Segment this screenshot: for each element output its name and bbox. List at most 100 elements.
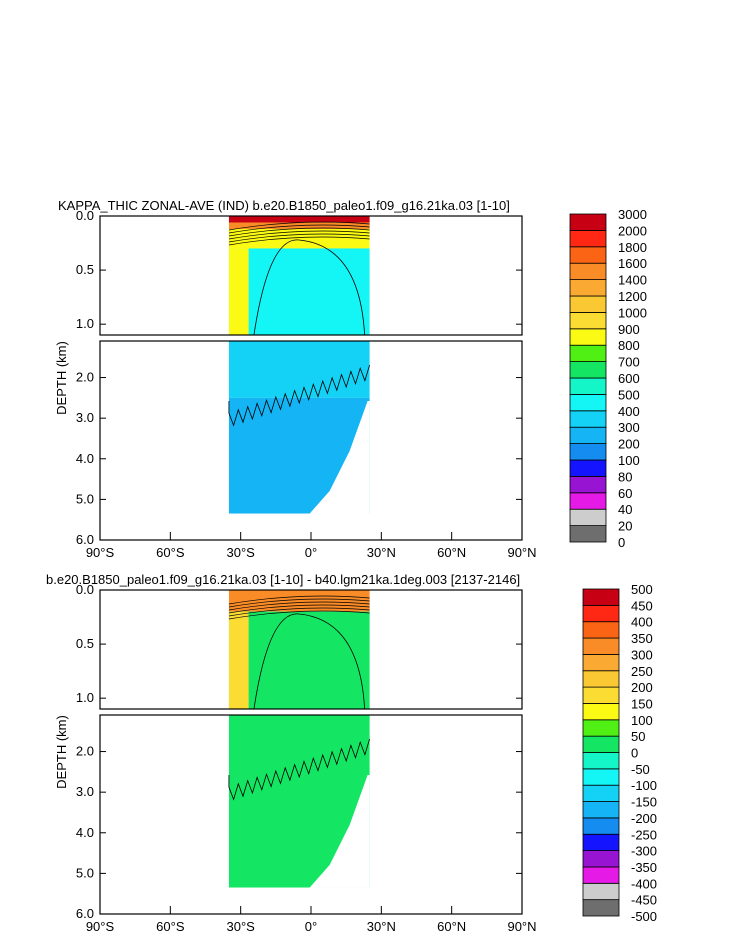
field-band xyxy=(228,248,370,335)
legend-swatch xyxy=(569,377,607,395)
legend-swatch xyxy=(569,328,607,346)
legend-label: -350 xyxy=(631,860,657,875)
legend-swatch xyxy=(569,410,607,428)
legend-label: 300 xyxy=(618,420,640,435)
legend-label: 1400 xyxy=(618,273,647,288)
legend-label: -500 xyxy=(631,909,657,924)
y-tick-label: 4.0 xyxy=(76,451,94,466)
legend-swatch xyxy=(569,508,607,527)
legend-label: 700 xyxy=(618,355,640,370)
y-tick-label: 3.0 xyxy=(76,784,94,799)
contour-line xyxy=(228,601,370,611)
difference-ylabel: DEPTH (km) xyxy=(54,715,69,789)
x-tick-label: 30°S xyxy=(226,545,255,560)
field-band xyxy=(228,341,370,398)
difference-contours xyxy=(228,595,370,801)
legend-swatch xyxy=(569,426,607,445)
kappa-upper-frame xyxy=(99,215,523,336)
legend-label: 40 xyxy=(618,502,632,517)
legend-swatch xyxy=(569,279,607,297)
legend-swatch xyxy=(582,866,620,884)
legend-swatch xyxy=(569,361,607,379)
legend-label: 1800 xyxy=(618,240,647,255)
legend-swatch xyxy=(582,637,620,655)
x-tick-label: 60°S xyxy=(156,919,185,934)
legend-swatch xyxy=(582,686,620,704)
kappa-y-ticks: 0.0 0.5 1.0 2.0 3.0 4.0 5.0 6.0 xyxy=(76,208,522,547)
kappa-title: KAPPA_THIC ZONAL-AVE (IND) b.e20.B1850_p… xyxy=(58,198,510,213)
legend-swatch xyxy=(569,459,607,477)
legend-swatch xyxy=(569,262,607,281)
difference-title: b.e20.B1850_paleo1.f09_g16.21ka.03 [1-10… xyxy=(46,572,520,587)
legend-swatch xyxy=(582,801,620,819)
y-tick-label: 5.0 xyxy=(76,865,94,880)
legend-label: 2000 xyxy=(618,223,647,238)
legend-swatch xyxy=(569,311,607,330)
contour-line xyxy=(228,595,370,605)
legend-label: 500 xyxy=(631,582,653,597)
contour-line xyxy=(228,233,370,243)
y-tick-label: 1.0 xyxy=(76,316,94,331)
y-tick-label: 4.0 xyxy=(76,825,94,840)
contour-line xyxy=(228,604,370,614)
legend-label: 0 xyxy=(631,746,638,761)
x-tick-label: 60°N xyxy=(437,545,466,560)
legend-label: 1600 xyxy=(618,256,647,271)
difference-panel: b.e20.B1850_paleo1.f09_g16.21ka.03 [1-10… xyxy=(46,572,657,934)
y-tick-label: 2.0 xyxy=(76,744,94,759)
y-tick-label: 0.0 xyxy=(76,582,94,597)
field-band-west-edge xyxy=(228,611,249,709)
difference-y-ticks: 0.0 0.5 1.0 2.0 3.0 4.0 5.0 6.0 xyxy=(76,582,522,921)
legend-swatch xyxy=(569,475,607,494)
x-tick-label: 90°N xyxy=(507,545,536,560)
legend-swatch xyxy=(582,833,620,852)
contour-line xyxy=(228,598,370,608)
legend-label: 150 xyxy=(631,696,653,711)
y-tick-label: 0.5 xyxy=(76,636,94,651)
x-tick-label: 0° xyxy=(305,545,317,560)
seafloor-mask xyxy=(228,513,370,540)
field-band xyxy=(228,611,370,709)
legend-label: -300 xyxy=(631,844,657,859)
legend-label: 350 xyxy=(631,631,653,646)
kappa-ylabel: DEPTH (km) xyxy=(54,341,69,415)
legend-label: -200 xyxy=(631,811,657,826)
seafloor-mask xyxy=(228,887,370,914)
legend-swatch xyxy=(582,670,620,688)
contour-line xyxy=(228,610,370,620)
legend-swatch xyxy=(582,784,620,802)
difference-upper-frame xyxy=(99,589,523,710)
legend-label: 80 xyxy=(618,469,632,484)
legend-swatch xyxy=(582,817,620,835)
y-tick-label: 1.0 xyxy=(76,690,94,705)
seafloor-mask xyxy=(309,775,370,888)
legend-label: 500 xyxy=(618,387,640,402)
legend-label: 60 xyxy=(618,486,632,501)
legend-label: 200 xyxy=(618,437,640,452)
kappa-contours xyxy=(228,221,370,427)
difference-x-ticks: 90°S 60°S 30°S 0° 30°N 60°N 90°N xyxy=(86,906,537,934)
legend-swatch xyxy=(569,295,607,313)
legend-swatch xyxy=(582,654,620,672)
legend-swatch xyxy=(582,621,620,639)
x-tick-label: 30°N xyxy=(367,919,396,934)
contour-line xyxy=(228,364,370,427)
legend-label: 3000 xyxy=(618,207,647,222)
legend-swatch xyxy=(582,604,620,623)
legend-swatch xyxy=(582,850,620,868)
kappa-field xyxy=(228,216,370,540)
legend-label: 450 xyxy=(631,598,653,613)
legend-swatch xyxy=(582,882,620,901)
x-tick-label: 90°N xyxy=(507,919,536,934)
contour-line xyxy=(253,613,366,710)
difference-legend: -500-450-400-350-300-250-200-150-100-500… xyxy=(582,582,657,924)
contour-line xyxy=(228,224,370,234)
legend-label: 200 xyxy=(631,680,653,695)
legend-swatch xyxy=(569,213,607,231)
difference-field xyxy=(228,590,370,914)
contour-line xyxy=(253,239,366,336)
legend-label: -50 xyxy=(631,762,650,777)
legend-label: 100 xyxy=(618,453,640,468)
